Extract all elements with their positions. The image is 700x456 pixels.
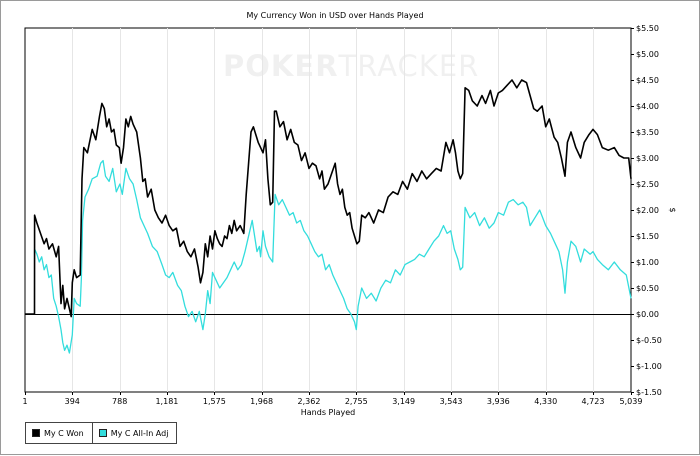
legend-item-won[interactable]: My C Won bbox=[26, 423, 92, 443]
legend-label-allin: My C All-In Adj bbox=[110, 428, 169, 438]
x-tick-label: 3,543 bbox=[440, 397, 463, 406]
y-axis-label: $ bbox=[668, 207, 677, 212]
y-tick-label: $3.00 bbox=[636, 154, 659, 163]
x-tick-label: 3,149 bbox=[392, 397, 415, 406]
x-tick-label: 5,039 bbox=[620, 397, 643, 406]
y-tick-label: $-1.00 bbox=[636, 362, 662, 371]
y-tick-label: $3.50 bbox=[636, 128, 659, 137]
y-tick-label: $0.50 bbox=[636, 284, 659, 293]
series-line-allin bbox=[34, 159, 632, 354]
y-tick-label: $4.00 bbox=[636, 102, 659, 111]
legend-label-won: My C Won bbox=[44, 428, 84, 438]
x-tick-label: 394 bbox=[65, 397, 80, 406]
x-tick-label: 1,968 bbox=[250, 397, 273, 406]
watermark-light: TRACKER bbox=[338, 49, 480, 83]
y-tick-label: $1.00 bbox=[636, 258, 659, 267]
x-tick-label: 2,755 bbox=[345, 397, 368, 406]
y-tick-label: $5.00 bbox=[636, 50, 659, 59]
y-tick-label: $1.50 bbox=[636, 232, 659, 241]
y-tick-label: $2.00 bbox=[636, 206, 659, 215]
y-tick-label: $-1.50 bbox=[636, 388, 662, 397]
y-tick-label: $2.50 bbox=[636, 180, 659, 189]
y-tick-label: $5.50 bbox=[636, 24, 659, 33]
y-axis-ticks: $-1.50 $-1.00 $-0.50 $0.00 $0.50 $1.00 $1.50 $2… bbox=[631, 24, 662, 397]
y-tick-label: $-0.50 bbox=[636, 336, 662, 345]
watermark-bold: POKER bbox=[223, 49, 339, 83]
legend: My C Won My C All-In Adj bbox=[25, 422, 178, 444]
x-tick-label: 3,936 bbox=[487, 397, 510, 406]
x-tick-label: 1,181 bbox=[155, 397, 178, 406]
legend-swatch-allin bbox=[98, 429, 107, 437]
y-tick-label: $4.50 bbox=[636, 76, 659, 85]
x-tick-label: 4,723 bbox=[582, 397, 605, 406]
x-tick-label: 1 bbox=[22, 397, 27, 406]
x-tick-label: 2,362 bbox=[298, 397, 321, 406]
legend-swatch-won bbox=[32, 429, 40, 437]
chart-title: My Currency Won in USD over Hands Played bbox=[246, 11, 423, 20]
series-lines bbox=[25, 79, 632, 354]
x-tick-label: 1,575 bbox=[203, 397, 226, 406]
x-tick-label: 4,330 bbox=[534, 397, 557, 406]
x-tick-label: 788 bbox=[112, 397, 127, 406]
x-axis-label: Hands Played bbox=[301, 408, 355, 417]
watermark: POKERTRACKER bbox=[223, 49, 479, 83]
legend-item-allin[interactable]: My C All-In Adj bbox=[91, 423, 177, 443]
y-tick-label: $0.00 bbox=[636, 310, 659, 319]
x-axis-ticks: 1 394 788 1,181 1,575 1,968 2,362 2,755 3,149 3,5… bbox=[22, 392, 642, 406]
series-line-won bbox=[25, 79, 632, 318]
